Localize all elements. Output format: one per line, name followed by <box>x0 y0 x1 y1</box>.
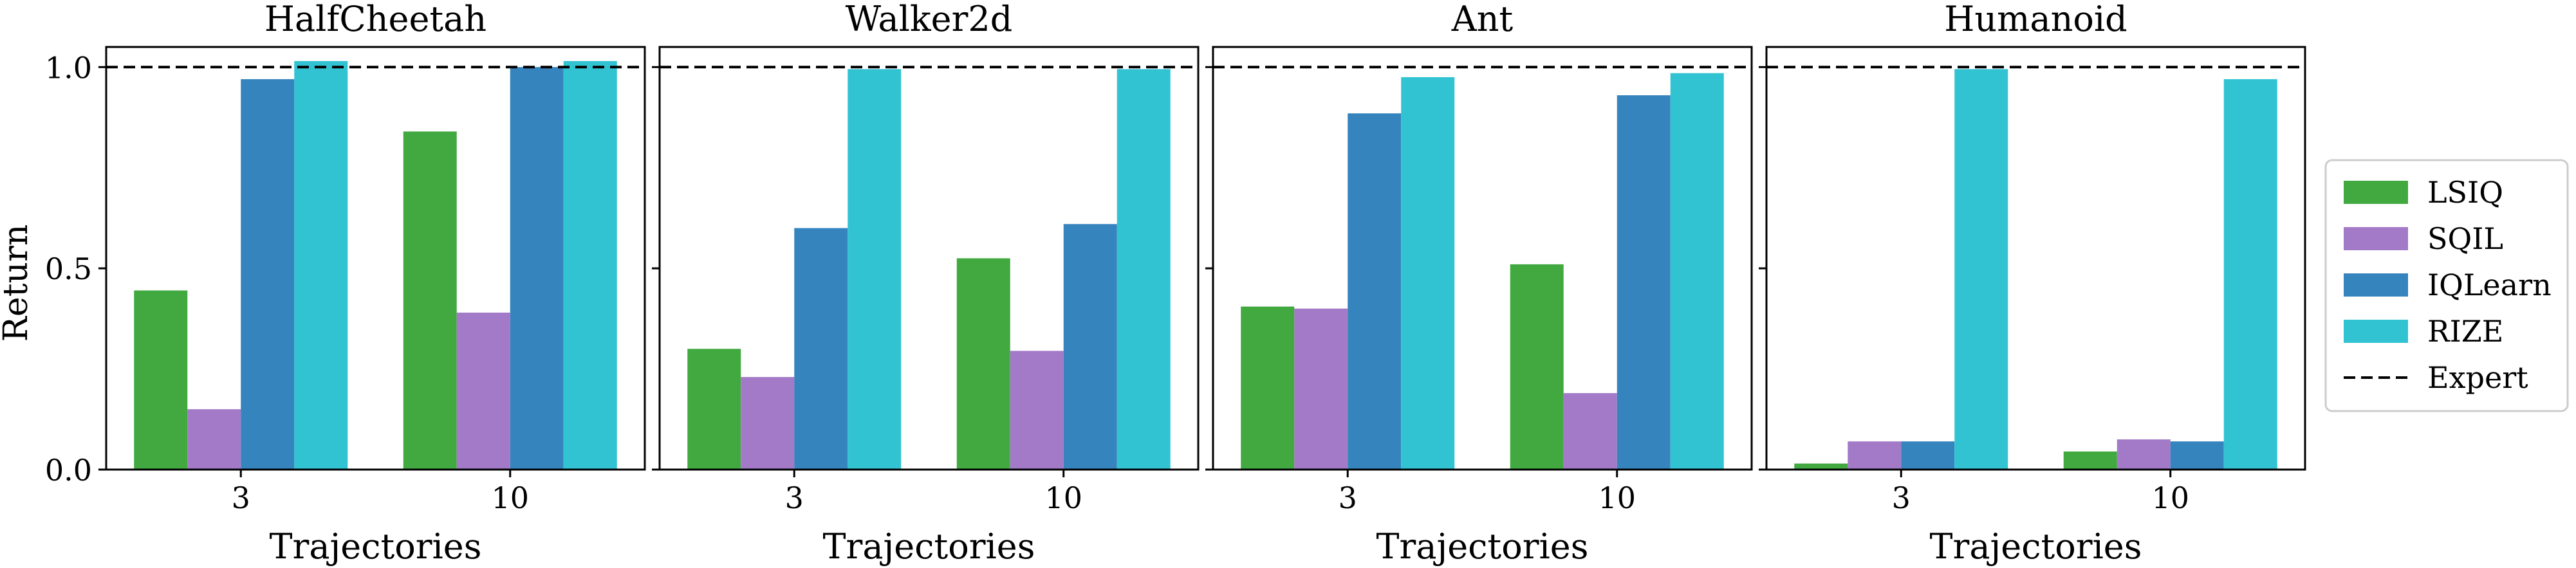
bar-sqil-10 <box>2117 439 2171 470</box>
legend-box <box>2324 159 2569 412</box>
y-tick-label: 1.0 <box>45 50 92 85</box>
legend-label-iqlearn: IQLearn <box>2427 268 2552 302</box>
bar-rize-3 <box>1954 69 2008 470</box>
bar-rize-3 <box>848 69 902 470</box>
panel-title: Walker2d <box>846 0 1013 39</box>
x-axis-label: Trajectories <box>270 526 482 567</box>
bar-rize-10 <box>1670 73 1724 470</box>
axes-frame <box>105 46 646 471</box>
bar-sqil-3 <box>187 409 241 470</box>
x-tick-label: 3 <box>785 481 804 515</box>
x-axis-label: Trajectories <box>823 526 1035 567</box>
bar-sqil-3 <box>741 377 795 470</box>
bar-iqlearn-3 <box>1348 113 1402 470</box>
bar-rize-10 <box>2223 79 2277 470</box>
bar-iqlearn-3 <box>794 228 848 470</box>
x-tick-label: 3 <box>1892 481 1911 515</box>
bar-iqlearn-10 <box>1617 95 1671 470</box>
bar-lsiq-3 <box>134 290 188 470</box>
legend-label-lsiq: LSIQ <box>2427 175 2503 210</box>
y-tick-label: 0.5 <box>45 252 92 286</box>
legend-label-sqil: SQIL <box>2427 221 2503 256</box>
bar-lsiq-10 <box>403 131 457 470</box>
x-tick-label: 10 <box>2151 481 2189 515</box>
axes-frame <box>1765 46 2306 471</box>
bar-lsiq-10 <box>1510 264 1564 470</box>
bar-iqlearn-3 <box>1901 441 1955 470</box>
bar-sqil-10 <box>1563 393 1617 470</box>
bar-iqlearn-10 <box>510 67 564 470</box>
x-tick-label: 10 <box>1598 481 1636 515</box>
bar-lsiq-10 <box>956 258 1010 470</box>
axes-frame <box>658 46 1200 471</box>
y-axis-label: Return <box>0 224 35 342</box>
x-tick-label: 3 <box>232 481 250 515</box>
legend-swatch-lsiq <box>2344 181 2408 204</box>
legend: LSIQ SQIL IQLearn RIZE Expert <box>2324 159 2569 412</box>
x-axis-label: Trajectories <box>1376 526 1589 567</box>
legend-label-rize: RIZE <box>2427 314 2503 349</box>
bar-rize-10 <box>1117 69 1171 470</box>
panel-title: HalfCheetah <box>264 0 486 39</box>
axes-frame <box>1212 46 1753 471</box>
legend-swatch-rize <box>2344 320 2408 343</box>
bar-lsiq-3 <box>1794 463 1848 470</box>
x-tick-label: 10 <box>1044 481 1082 515</box>
panel-ant: Ant 3 10 Trajectories <box>1205 0 1753 567</box>
bar-sqil-3 <box>1294 308 1348 470</box>
x-axis-label: Trajectories <box>1930 526 2142 567</box>
bar-sqil-10 <box>456 312 510 470</box>
legend-label-expert: Expert <box>2427 360 2528 395</box>
bar-iqlearn-3 <box>241 79 295 470</box>
legend-swatch-sqil <box>2344 227 2408 250</box>
bar-lsiq-10 <box>2063 451 2117 470</box>
panel-title: Humanoid <box>1944 0 2127 39</box>
bar-rize-3 <box>294 60 348 470</box>
bar-sqil-10 <box>1010 351 1064 470</box>
bar-lsiq-3 <box>687 349 741 470</box>
panel-humanoid: Humanoid 3 10 Trajectories <box>1759 0 2306 567</box>
bar-lsiq-3 <box>1241 306 1295 470</box>
bar-iqlearn-10 <box>1063 224 1117 470</box>
bar-sqil-3 <box>1848 441 1902 470</box>
bar-rize-10 <box>563 60 617 470</box>
x-tick-label: 10 <box>491 481 529 515</box>
y-tick-label: 0.0 <box>45 453 92 488</box>
panel-halfcheetah: HalfCheetah 0.0 0.5 1.0 3 10 Trajectories <box>45 0 646 567</box>
bar-rize-3 <box>1401 77 1455 470</box>
legend-swatch-iqlearn <box>2344 273 2408 297</box>
panel-title: Ant <box>1451 0 1514 39</box>
bar-iqlearn-10 <box>2170 441 2224 470</box>
panel-walker2d: Walker2d 3 10 Trajectories <box>652 0 1200 567</box>
x-tick-label: 3 <box>1339 481 1357 515</box>
